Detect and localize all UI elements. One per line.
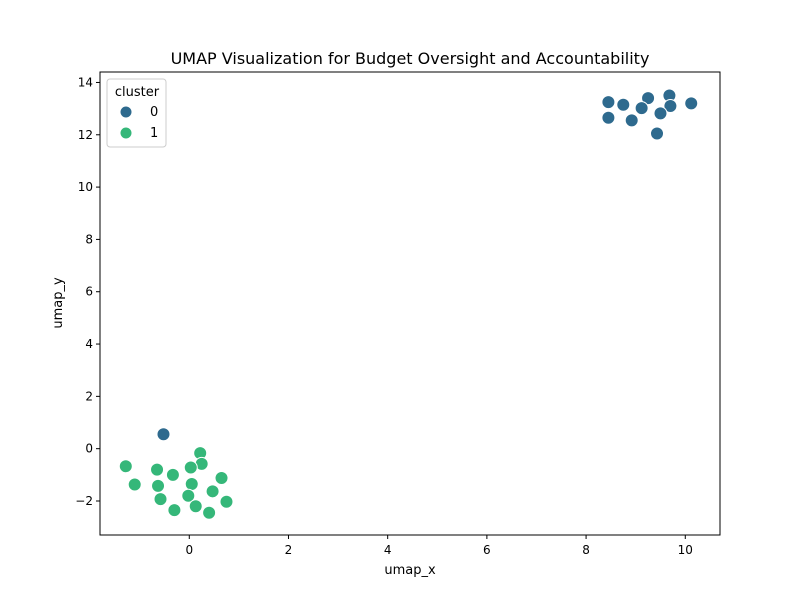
legend-marker-0 [119,105,133,119]
y-axis: −2 0 2 4 6 8 10 12 14 [75,75,100,508]
point-cluster-0 [624,113,639,128]
legend-title: cluster [115,85,160,100]
point-cluster-1 [118,459,133,474]
point-cluster-0 [601,110,616,125]
y-tick-label: 8 [85,232,93,246]
point-cluster-1 [153,492,168,507]
x-tick-label: 8 [582,543,590,557]
point-cluster-1 [150,462,165,477]
x-axis: 0 2 4 6 8 10 [185,535,693,557]
x-tick-label: 4 [384,543,392,557]
point-cluster-1 [183,460,198,475]
x-tick-label: 10 [678,543,693,557]
x-tick-label: 6 [483,543,491,557]
x-axis-label: umap_x [384,563,436,578]
point-cluster-1 [184,476,199,491]
chart-title: UMAP Visualization for Budget Oversight … [171,49,650,68]
y-tick-label: 0 [85,442,93,456]
x-tick-label: 2 [285,543,293,557]
y-tick-label: 4 [85,337,93,351]
y-tick-label: 12 [78,128,93,142]
y-tick-label: 10 [78,180,93,194]
y-tick-label: −2 [75,494,93,508]
x-tick-label: 0 [185,543,193,557]
point-cluster-1 [202,505,217,520]
y-tick-label: 2 [85,389,93,403]
y-tick-label: 6 [85,285,93,299]
point-cluster-1 [205,484,220,499]
point-cluster-0 [634,101,649,116]
legend: cluster 0 1 [106,78,167,148]
point-cluster-1 [188,499,203,514]
point-cluster-1 [167,503,182,518]
y-tick-label: 14 [78,75,93,89]
point-cluster-0 [616,97,631,112]
point-cluster-0 [650,126,665,141]
legend-label-0: 0 [150,105,158,120]
point-cluster-1 [219,494,234,509]
scatter-points [118,88,699,520]
point-cluster-1 [151,478,166,493]
point-cluster-0 [641,91,656,106]
point-cluster-0 [663,99,678,114]
legend-label-1: 1 [150,126,158,141]
point-cluster-0 [684,96,699,111]
point-cluster-1 [181,488,196,503]
point-cluster-1 [214,470,229,485]
point-cluster-0 [601,95,616,110]
point-cluster-1 [165,467,180,482]
point-cluster-0 [653,106,668,121]
legend-marker-1 [119,126,133,140]
point-cluster-1 [127,477,142,492]
plot-area-frame [99,71,721,536]
y-axis-label: umap_y [51,277,66,329]
point-cluster-0 [156,427,171,442]
